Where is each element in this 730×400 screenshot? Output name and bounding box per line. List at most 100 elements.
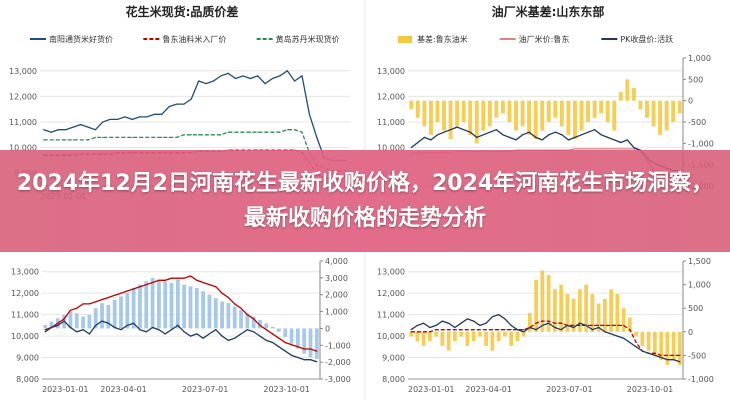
chart3-bar — [175, 279, 180, 329]
chart2-bar — [487, 100, 492, 127]
chart4-bar — [446, 331, 451, 351]
chart2-point — [613, 148, 615, 150]
chart1-point — [234, 131, 237, 133]
chart3-point — [133, 322, 135, 324]
chart2-bar — [481, 100, 486, 131]
chart3-bar — [156, 279, 161, 329]
chart2-y2-tick-label: 500 — [688, 75, 703, 84]
chart4-point — [466, 329, 468, 331]
chart1-point — [109, 136, 111, 138]
chart2-point — [633, 147, 635, 149]
chart1-point — [94, 129, 96, 131]
chart2-point — [626, 148, 628, 150]
chart2-bar — [612, 100, 617, 131]
chart2-point — [436, 134, 439, 136]
chart3-y2-tick-label: -2,000 — [325, 358, 351, 367]
chart2-bar — [599, 100, 604, 114]
chart3-point — [284, 350, 286, 352]
chart1-y-tick-label: 10,000 — [9, 144, 37, 153]
chart3-bar — [239, 309, 243, 329]
chart1-point — [102, 121, 104, 123]
chart3-point — [290, 354, 293, 356]
chart3-point — [240, 307, 242, 309]
chart4-point — [498, 329, 500, 331]
chart2-bar — [442, 100, 446, 131]
chart2-series-line — [410, 126, 680, 172]
chart4-y2-tick-label: 500 — [688, 304, 703, 313]
chart1-point — [271, 77, 274, 80]
chart3-bar — [194, 287, 199, 329]
chart4-y2-tick-label: 1,500 — [688, 257, 711, 266]
chart2-point — [482, 134, 484, 136]
chart2-point — [626, 139, 628, 141]
chart1-point — [175, 103, 178, 105]
chart3-point — [278, 346, 280, 348]
chart2-point — [469, 131, 471, 133]
chart3-point — [95, 301, 97, 303]
chart3-point — [196, 333, 198, 335]
chart3-point — [253, 331, 255, 333]
chart4-x-tick-label: 2023-10-01 — [627, 385, 674, 394]
chart2-bar — [500, 100, 505, 114]
chart4-point — [579, 322, 581, 324]
chart4-bar — [471, 331, 476, 342]
chart3-point — [44, 331, 46, 333]
chart2-bar — [592, 100, 597, 118]
chart3-bar — [213, 298, 218, 329]
chart4-point — [566, 324, 568, 326]
chart4-x-tick-label: 2023-04-01 — [465, 385, 512, 394]
chart1-point — [271, 131, 274, 133]
chart3-point — [101, 299, 103, 301]
chart3-point — [303, 359, 305, 361]
chart1-point — [50, 131, 52, 133]
chart4-point — [448, 322, 450, 324]
chart2-legend-swatch — [398, 36, 412, 43]
chart3-point — [309, 348, 312, 350]
chart3-bar — [220, 301, 224, 329]
chart3-bar — [125, 293, 130, 329]
chart3-bar — [245, 313, 250, 329]
chart4-point — [660, 354, 662, 356]
chart3-bar — [226, 303, 231, 329]
chart4-point — [498, 314, 500, 316]
chart4-bar — [596, 303, 601, 332]
chart3-point — [265, 329, 267, 331]
chart1-point — [87, 139, 89, 141]
chart2-bar — [573, 100, 577, 140]
chart3-point — [76, 331, 78, 333]
chart1-point — [50, 139, 52, 141]
chart1-point — [109, 118, 111, 121]
chart2-y2-tick-label: 1,000 — [688, 54, 711, 63]
chart1-point — [242, 75, 244, 77]
chart4-bar — [665, 331, 670, 365]
chart4-bar — [571, 298, 576, 332]
chart4-point — [516, 329, 518, 331]
chart3-bar — [81, 316, 85, 329]
chart1-point — [279, 75, 281, 77]
chart1-y-tick-label: 12,000 — [9, 92, 37, 101]
chart3-point — [107, 296, 109, 299]
chart3-point — [202, 281, 204, 284]
chart3-bar — [264, 323, 269, 329]
chart2-bar — [461, 100, 466, 122]
chart3-point — [253, 318, 255, 320]
chart1-point — [43, 139, 45, 141]
chart4-point — [598, 324, 600, 326]
chart3-point — [50, 326, 53, 329]
chart3-y-tick-label: 13,000 — [11, 268, 39, 277]
chart1-point — [220, 75, 222, 77]
chart2-point — [587, 131, 589, 133]
chart2-point — [574, 136, 576, 138]
chart1-series-line — [43, 69, 347, 162]
chart3-point — [158, 279, 160, 281]
chart4-bar — [503, 331, 507, 337]
chart3-point — [234, 303, 236, 305]
chart4-point — [616, 324, 618, 326]
chart3-point — [126, 324, 128, 326]
chart4-point — [541, 324, 543, 326]
chart-top-right: 油厂米基差:山东东部 基差:鲁东油米 油厂米价:鲁东 PK收盘价:活跃 13,000 12… — [366, 0, 730, 200]
chart1-point — [264, 131, 266, 133]
chart1-point — [65, 129, 67, 131]
chart3-point — [95, 324, 97, 326]
